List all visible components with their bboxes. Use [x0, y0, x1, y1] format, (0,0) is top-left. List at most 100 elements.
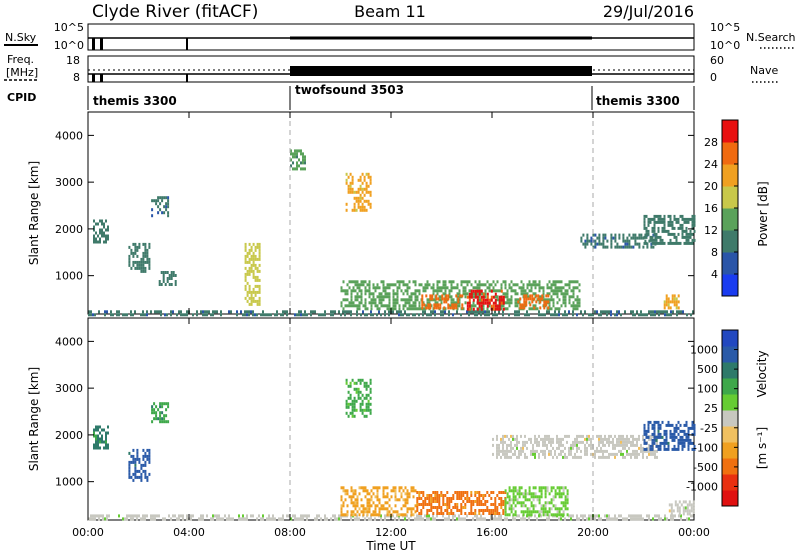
data-cell — [570, 295, 573, 299]
data-cell — [526, 286, 529, 290]
data-cell — [510, 510, 513, 514]
data-cell — [552, 504, 555, 508]
data-cell — [671, 438, 674, 442]
data-cell — [388, 292, 391, 296]
data-cell — [645, 435, 648, 439]
data-cell — [416, 295, 419, 299]
data-cell — [105, 240, 107, 244]
data-cell — [202, 310, 204, 314]
data-cell — [687, 447, 690, 451]
scatter-region — [663, 294, 680, 310]
data-cell — [250, 266, 253, 270]
data-cell — [640, 443, 642, 447]
data-cell — [436, 512, 439, 515]
data-cell — [648, 517, 650, 521]
data-cell — [454, 506, 457, 509]
data-cell — [372, 501, 375, 505]
data-cell — [436, 289, 439, 293]
data-cell — [324, 313, 326, 317]
data-cell — [369, 378, 372, 382]
data-cell — [166, 271, 169, 274]
data-cell — [462, 517, 464, 521]
data-cell — [679, 226, 682, 230]
data-cell — [294, 313, 296, 317]
data-cell — [380, 504, 383, 508]
data-cell — [404, 301, 407, 305]
data-cell — [538, 283, 541, 287]
data-cell — [457, 297, 460, 301]
data-cell — [449, 306, 452, 310]
data-cell — [498, 310, 500, 314]
data-cell — [630, 310, 632, 314]
data-cell — [634, 449, 636, 453]
data-cell — [534, 495, 537, 499]
data-cell — [520, 289, 523, 293]
data-cell — [170, 517, 172, 521]
data-cell — [542, 504, 545, 508]
data-cell — [246, 251, 249, 255]
data-cell — [354, 280, 357, 284]
data-cell — [645, 441, 648, 445]
data-cell — [350, 295, 353, 299]
data-cell — [402, 307, 405, 311]
x-tick-label: 00:00 — [678, 526, 710, 539]
data-cell — [570, 452, 572, 456]
data-cell — [594, 455, 596, 459]
data-cell — [659, 217, 662, 221]
data-cell — [99, 437, 101, 441]
data-cell — [421, 303, 424, 307]
data-cell — [562, 455, 564, 459]
data-cell — [534, 486, 537, 490]
data-cell — [678, 310, 680, 314]
data-cell — [626, 449, 628, 453]
data-cell — [670, 506, 673, 510]
data-cell — [596, 242, 599, 246]
data-cell — [146, 257, 149, 261]
data-cell — [516, 514, 518, 518]
data-cell — [604, 310, 606, 314]
nave-label: Nave — [750, 64, 778, 77]
data-cell — [384, 304, 387, 308]
data-cell — [361, 411, 364, 415]
data-cell — [685, 217, 688, 221]
data-cell — [360, 510, 363, 514]
data-cell — [614, 517, 616, 521]
data-cell — [673, 444, 676, 448]
data-cell — [526, 295, 529, 299]
y-tick-label: 1000 — [55, 270, 83, 283]
data-cell — [368, 501, 371, 505]
data-cell — [363, 175, 366, 179]
data-cell — [606, 310, 608, 314]
data-cell — [396, 289, 399, 293]
data-cell — [466, 514, 468, 518]
data-cell — [526, 455, 528, 459]
data-cell — [266, 313, 268, 317]
data-cell — [691, 232, 694, 236]
data-cell — [522, 492, 525, 496]
data-cell — [144, 248, 147, 252]
data-cell — [664, 517, 666, 521]
data-cell — [652, 245, 655, 249]
data-cell — [352, 301, 355, 305]
data-cell — [357, 199, 360, 203]
data-cell — [384, 507, 387, 511]
data-cell — [643, 423, 646, 427]
data-cell — [663, 438, 666, 442]
data-cell — [552, 446, 554, 450]
data-cell — [414, 517, 416, 521]
data-cell — [346, 510, 349, 514]
data-cell — [518, 449, 520, 453]
data-cell — [93, 428, 95, 432]
data-cell — [518, 495, 521, 499]
x-tick-label: 20:00 — [577, 526, 609, 539]
data-cell — [151, 199, 154, 203]
data-cell — [142, 242, 145, 246]
data-cell — [693, 220, 696, 224]
data-cell — [480, 298, 483, 302]
data-cell — [618, 449, 620, 453]
data-cell — [438, 494, 441, 497]
data-cell — [90, 514, 92, 518]
data-cell — [552, 283, 555, 287]
data-cell — [324, 517, 326, 521]
data-cell — [132, 242, 135, 246]
